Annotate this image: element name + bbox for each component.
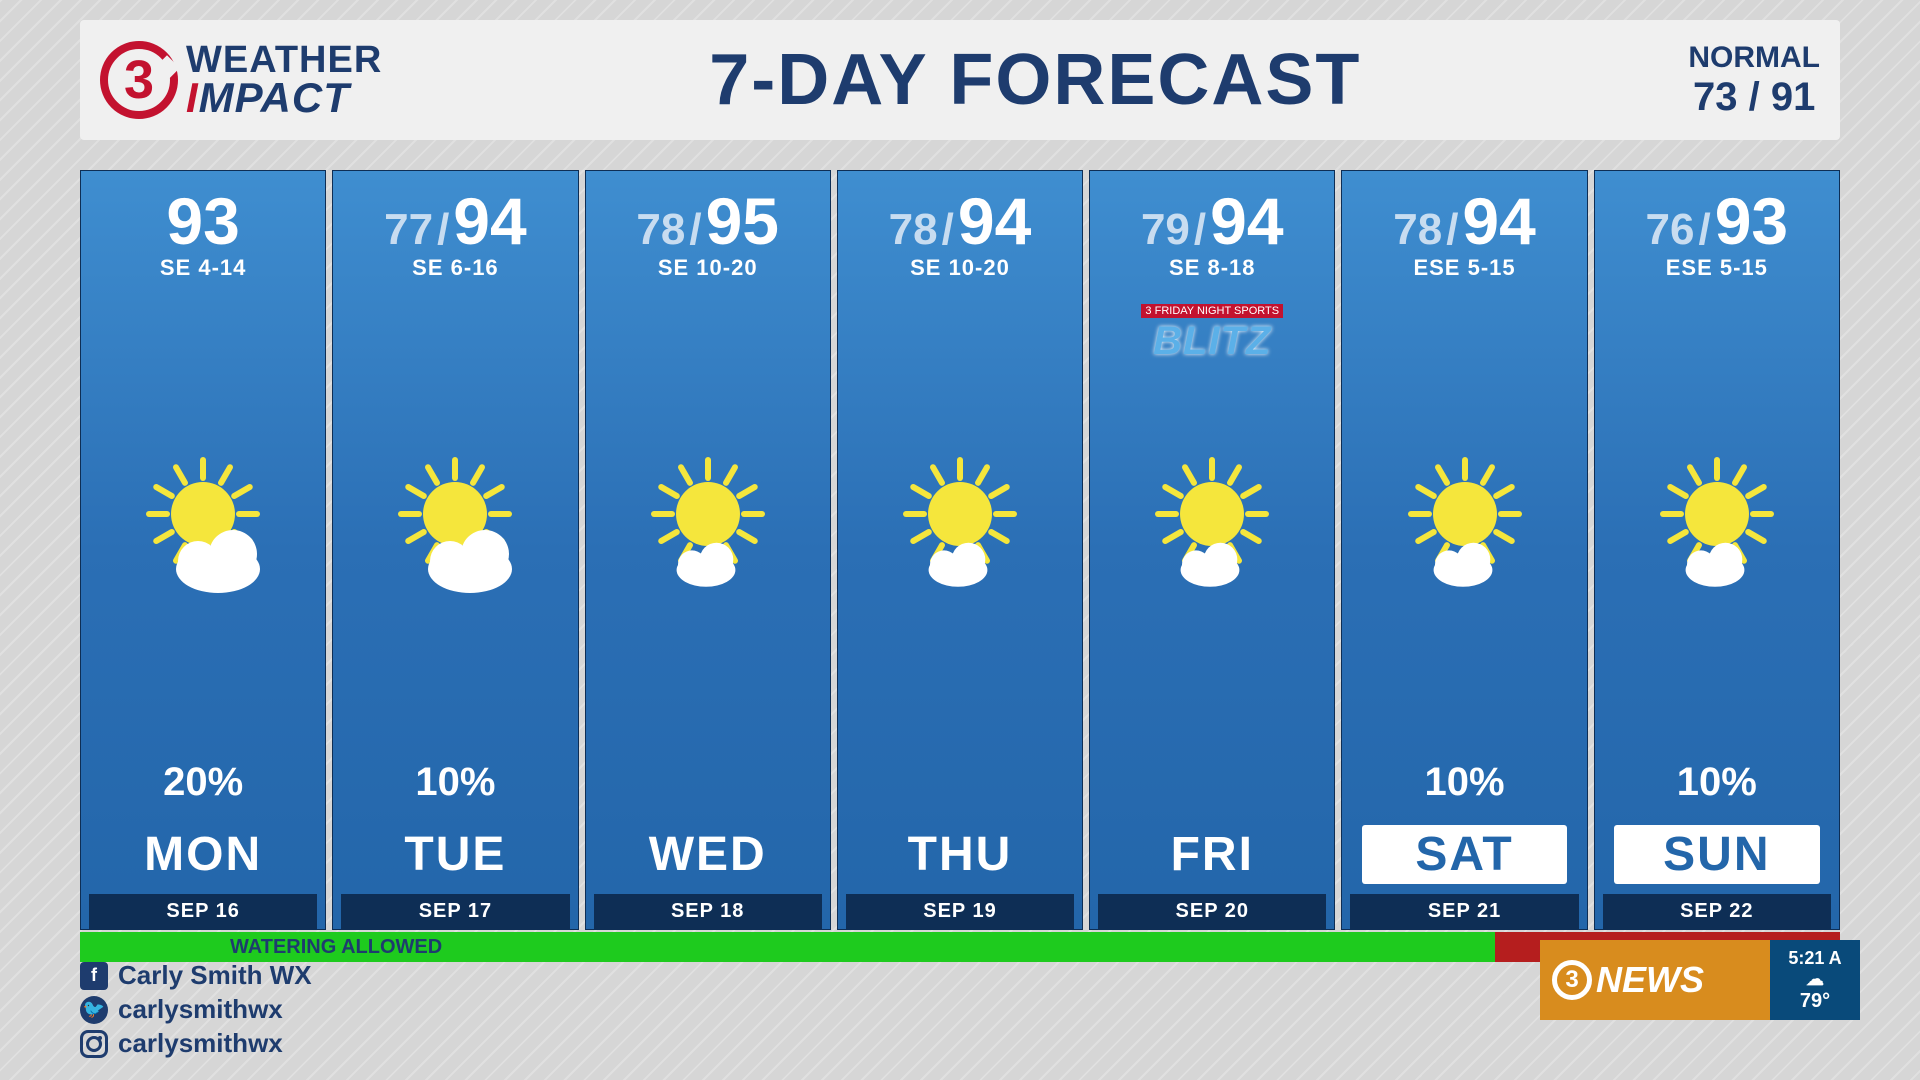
day-name: TUE (353, 825, 558, 884)
wind: SE 8-18 (1169, 255, 1256, 281)
day-name: MON (100, 825, 305, 884)
social-links: f Carly Smith WX 🐦 carlysmithwx carlysmi… (80, 957, 312, 1062)
facebook-row: f Carly Smith WX (80, 960, 312, 991)
temps: 93 (166, 183, 239, 259)
forecast-card-sun: 76/93 ESE 5-15 10% SUN SEP 22 (1594, 170, 1840, 930)
precip-chance: 10% (1677, 757, 1757, 807)
cloud-icon: ☁ (1806, 969, 1824, 990)
temps: 79/94 (1141, 183, 1284, 259)
forecast-card-fri: 3 FRIDAY NIGHT SPORTS BLITZ 79/94 SE 8-1… (1089, 170, 1335, 930)
forecast-card-wed: 78/95 SE 10-20 WED SEP 18 (585, 170, 831, 930)
temps: 77/94 (384, 183, 527, 259)
precip-chance: 10% (1425, 757, 1505, 807)
station-logo: 3 WEATHER IMPACT (100, 41, 382, 119)
date-label: SEP 21 (1350, 894, 1578, 929)
temps: 78/94 (1393, 183, 1536, 259)
date-label: SEP 19 (846, 894, 1074, 929)
facebook-handle: Carly Smith WX (118, 960, 312, 991)
date-label: SEP 20 (1098, 894, 1326, 929)
header-bar: 3 WEATHER IMPACT 7-DAY FORECAST NORMAL 7… (80, 20, 1840, 140)
bug-logo-number: 3 (1552, 960, 1592, 1000)
weather-icon (89, 291, 317, 757)
temps: 78/94 (889, 183, 1032, 259)
forecast-card-tue: 77/94 SE 6-16 10% TUE SEP 17 (332, 170, 578, 930)
station-bug: 3 NEWS 5:21 A ☁ 79° (1540, 940, 1860, 1020)
bug-logo-text: NEWS (1596, 959, 1704, 1001)
forecast-card-mon: 93 SE 4-14 20% MON SEP 16 (80, 170, 326, 930)
day-name: SUN (1614, 825, 1819, 884)
precip-chance: 10% (415, 757, 495, 807)
weather-icon (1603, 291, 1831, 757)
weather-icon (846, 291, 1074, 757)
normal-temps: NORMAL 73 / 91 (1688, 41, 1820, 120)
bug-time-temp: 5:21 A ☁ 79° (1770, 940, 1860, 1020)
logo-weather-text: WEATHER (186, 42, 382, 78)
facebook-icon: f (80, 962, 108, 990)
wind: SE 10-20 (910, 255, 1010, 281)
weather-icon (1350, 291, 1578, 757)
bug-time: 5:21 A (1788, 948, 1841, 969)
twitter-row: 🐦 carlysmithwx (80, 994, 312, 1025)
normal-values: 73 / 91 (1688, 75, 1820, 120)
day-name: SAT (1362, 825, 1567, 884)
twitter-icon: 🐦 (80, 996, 108, 1024)
wind: ESE 5-15 (1666, 255, 1768, 281)
bug-temp: 79° (1800, 990, 1830, 1013)
day-name: WED (605, 825, 810, 884)
date-label: SEP 16 (89, 894, 317, 929)
logo-impact-text: IMPACT (186, 78, 382, 118)
normal-label: NORMAL (1688, 41, 1820, 75)
date-label: SEP 18 (594, 894, 822, 929)
forecast-card-thu: 78/94 SE 10-20 THU SEP 19 (837, 170, 1083, 930)
twitter-handle: carlysmithwx (118, 994, 283, 1025)
date-label: SEP 22 (1603, 894, 1831, 929)
temps: 76/93 (1646, 183, 1789, 259)
instagram-row: carlysmithwx (80, 1028, 312, 1059)
wind: SE 10-20 (658, 255, 758, 281)
wind: ESE 5-15 (1413, 255, 1515, 281)
day-name: THU (857, 825, 1062, 884)
logo-number-circle: 3 (100, 41, 178, 119)
bug-logo: 3 NEWS (1552, 959, 1704, 1001)
day-name: FRI (1110, 825, 1315, 884)
precip-chance: 20% (163, 757, 243, 807)
weather-icon (341, 291, 569, 757)
wind: SE 6-16 (412, 255, 499, 281)
instagram-handle: carlysmithwx (118, 1028, 283, 1059)
forecast-card-sat: 78/94 ESE 5-15 10% SAT SEP 21 (1341, 170, 1587, 930)
date-label: SEP 17 (341, 894, 569, 929)
forecast-title: 7-DAY FORECAST (382, 39, 1688, 121)
weather-icon (594, 291, 822, 757)
instagram-icon (80, 1030, 108, 1058)
blitz-badge: 3 FRIDAY NIGHT SPORTS BLITZ (1090, 301, 1334, 364)
temps: 78/95 (636, 183, 779, 259)
wind: SE 4-14 (160, 255, 247, 281)
forecast-cards: 93 SE 4-14 20% MON SEP 16 77/94 SE 6-16 (80, 170, 1840, 930)
